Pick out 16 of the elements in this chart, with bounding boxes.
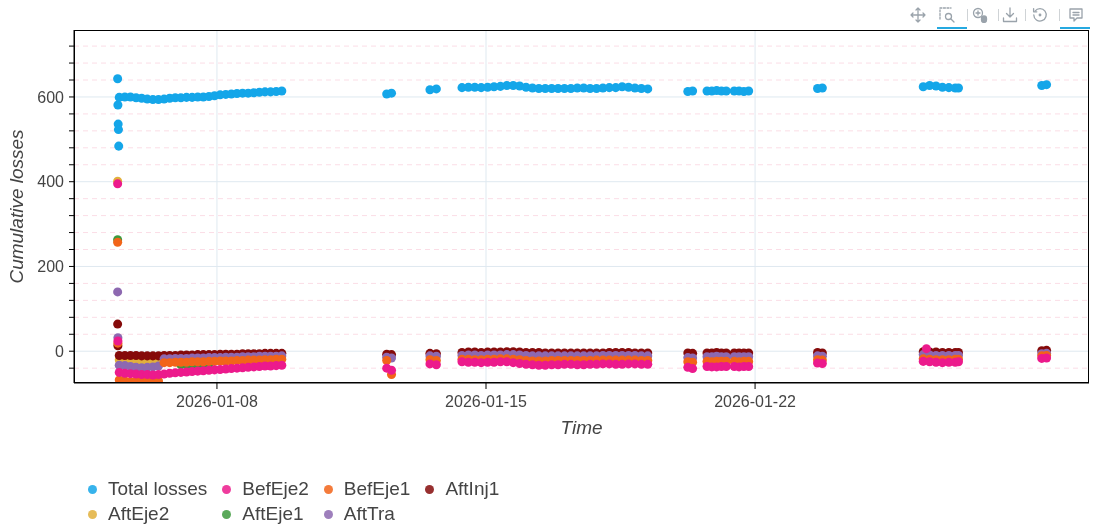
x-tick-label: 2026-01-15 (445, 393, 528, 411)
x-tick-label: 2026-01-08 (176, 393, 258, 411)
y-axis-title: Cumulative losses (5, 128, 27, 284)
legend-label: BefEje2 (242, 478, 309, 500)
x-tick-label: 2026-01-22 (714, 393, 797, 411)
y-tick-label: 0 (55, 342, 65, 360)
legend-label: Total losses (108, 478, 208, 500)
x-axis-title: Time (560, 416, 603, 438)
y-tick-label: 200 (37, 258, 65, 276)
legend-label: AftTra (343, 503, 395, 525)
legend-label: AftEje2 (108, 503, 170, 525)
legend-label: AftInj1 (445, 478, 500, 500)
legend-label: AftEje1 (242, 503, 304, 525)
legend-label: BefEje1 (343, 478, 411, 500)
y-tick-label: 600 (37, 88, 65, 106)
y-tick-label: 400 (37, 173, 65, 191)
